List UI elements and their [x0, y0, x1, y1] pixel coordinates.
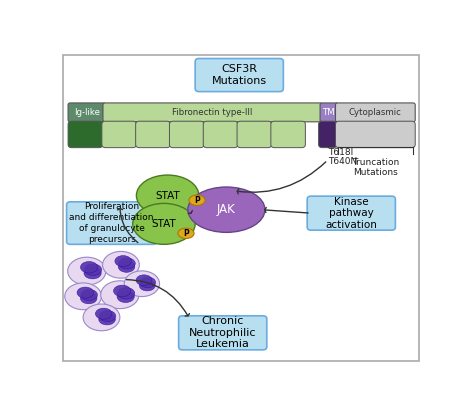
Text: P: P [183, 229, 189, 238]
FancyBboxPatch shape [179, 316, 267, 350]
Text: JAK: JAK [217, 203, 236, 216]
Ellipse shape [99, 314, 115, 325]
FancyBboxPatch shape [66, 202, 156, 244]
Text: TM: TM [323, 108, 336, 117]
Text: Proliferation
and differentiation
of granulocyte
precursors: Proliferation and differentiation of gra… [69, 202, 154, 244]
Ellipse shape [81, 290, 98, 301]
Ellipse shape [99, 310, 116, 321]
Ellipse shape [136, 275, 152, 285]
Ellipse shape [140, 277, 155, 288]
FancyBboxPatch shape [136, 121, 170, 148]
Text: STAT: STAT [152, 219, 176, 229]
Ellipse shape [133, 203, 195, 244]
FancyBboxPatch shape [68, 103, 106, 122]
Ellipse shape [114, 285, 131, 297]
FancyBboxPatch shape [203, 121, 238, 148]
FancyBboxPatch shape [195, 58, 283, 92]
Ellipse shape [84, 264, 102, 275]
Ellipse shape [84, 267, 101, 279]
FancyBboxPatch shape [319, 121, 337, 148]
FancyBboxPatch shape [103, 103, 322, 122]
Ellipse shape [81, 293, 97, 304]
Text: T640N: T640N [328, 157, 358, 166]
Ellipse shape [117, 291, 134, 303]
Text: T618I: T618I [328, 148, 354, 157]
FancyBboxPatch shape [102, 121, 137, 148]
Ellipse shape [83, 304, 120, 331]
Text: Chronic
Neutrophilic
Leukemia: Chronic Neutrophilic Leukemia [189, 316, 256, 349]
FancyBboxPatch shape [336, 103, 415, 122]
Ellipse shape [115, 256, 131, 267]
FancyBboxPatch shape [237, 121, 272, 148]
Ellipse shape [139, 280, 155, 291]
Ellipse shape [95, 308, 112, 319]
FancyBboxPatch shape [271, 121, 305, 148]
Ellipse shape [124, 271, 160, 297]
Ellipse shape [137, 175, 199, 216]
FancyBboxPatch shape [320, 103, 338, 122]
FancyBboxPatch shape [307, 196, 395, 230]
Ellipse shape [118, 288, 135, 299]
Ellipse shape [68, 257, 106, 285]
Text: P: P [194, 196, 200, 205]
Ellipse shape [189, 195, 205, 205]
Ellipse shape [65, 283, 101, 310]
Text: Fibronectin type-III: Fibronectin type-III [173, 108, 253, 117]
Ellipse shape [118, 261, 135, 272]
Text: Cytoplasmic: Cytoplasmic [349, 108, 402, 117]
Text: CSF3R
Mutations: CSF3R Mutations [212, 64, 267, 86]
Ellipse shape [178, 228, 194, 238]
Ellipse shape [119, 258, 135, 269]
FancyBboxPatch shape [68, 121, 102, 148]
Text: Truncation
Mutations: Truncation Mutations [352, 158, 400, 177]
Ellipse shape [188, 187, 265, 232]
FancyBboxPatch shape [169, 121, 204, 148]
FancyBboxPatch shape [336, 121, 415, 148]
Ellipse shape [102, 252, 139, 278]
Ellipse shape [101, 281, 139, 309]
Ellipse shape [81, 261, 98, 273]
Text: Ig-like: Ig-like [74, 108, 100, 117]
Text: STAT: STAT [155, 191, 180, 200]
Ellipse shape [77, 287, 93, 298]
Text: Kinase
pathway
activation: Kinase pathway activation [325, 197, 377, 230]
